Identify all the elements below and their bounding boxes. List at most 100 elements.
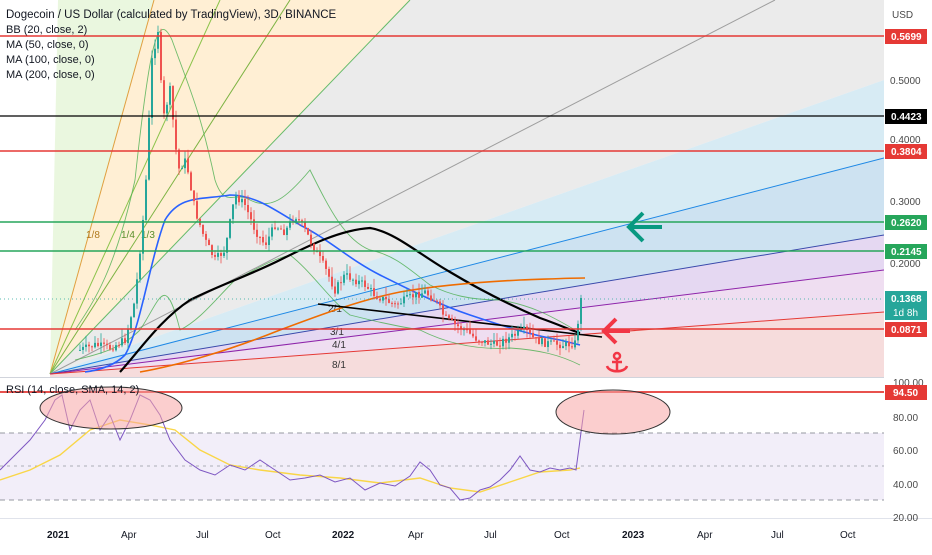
candle-body — [310, 234, 312, 244]
candle-body — [82, 346, 84, 350]
candle-body — [256, 229, 258, 237]
candle-body — [421, 293, 423, 298]
indicator-ma-50[interactable]: MA (50, close, 0) — [6, 39, 89, 51]
candle-body — [451, 317, 453, 320]
candle-body — [127, 328, 129, 344]
candle-body — [118, 345, 120, 347]
candle-body — [178, 149, 180, 169]
candle-body — [193, 190, 195, 202]
candle-body — [262, 237, 264, 243]
green-arrow-icon — [626, 211, 662, 243]
candle-body — [373, 288, 375, 297]
candle-body — [220, 253, 222, 256]
candle-body — [175, 119, 177, 150]
candle-body — [280, 228, 282, 230]
candle-body — [208, 239, 210, 246]
candle-body — [505, 338, 507, 343]
price-label: 0.3804 — [891, 147, 922, 158]
candle-body — [112, 349, 114, 351]
candle-body — [439, 301, 441, 306]
rsi-axis[interactable]: 100.00 80.00 60.00 40.00 20.00 94.50 — [885, 378, 927, 524]
candle-body — [394, 303, 396, 305]
candle-body — [550, 340, 552, 342]
candle-body — [502, 338, 504, 347]
candle-body — [145, 179, 147, 220]
candle-body — [541, 338, 543, 345]
indicator-ma-100[interactable]: MA (100, close, 0) — [6, 54, 95, 66]
candle-body — [499, 345, 501, 347]
time-tick: 2022 — [332, 530, 355, 541]
rsi-tick: 80.00 — [893, 413, 918, 424]
candle-body — [574, 340, 576, 348]
candle-body — [214, 254, 216, 257]
candle-body — [358, 280, 360, 285]
price-axis[interactable]: USD 0.5000 0.4000 0.3000 0.2000 — [890, 10, 921, 270]
candle-body — [115, 345, 117, 351]
candle-body — [508, 337, 510, 343]
candle-body — [154, 48, 156, 59]
candle-body — [334, 286, 336, 294]
countdown-label: 1d 8h — [893, 308, 918, 319]
candle-body — [106, 343, 108, 345]
candle-body — [529, 329, 531, 333]
ma-100-line — [119, 226, 581, 373]
candle-body — [274, 227, 276, 229]
candle-body — [460, 326, 462, 330]
price-label: 0.2145 — [891, 247, 922, 258]
candle-body — [232, 204, 234, 220]
time-tick: Jul — [771, 530, 784, 541]
rsi-level-label: 94.50 — [893, 388, 918, 399]
time-axis[interactable]: 2021 Apr Jul Oct 2022 Apr Jul Oct 2023 A… — [47, 530, 856, 541]
candle-body — [211, 245, 213, 255]
chart-title[interactable]: Dogecoin / US Dollar (calculated by Trad… — [6, 9, 337, 21]
candle-body — [400, 303, 402, 305]
candle-body — [523, 326, 525, 329]
rsi-overbought-ellipse-1 — [39, 386, 183, 430]
candle-body — [142, 219, 144, 254]
candle-body — [133, 303, 135, 318]
candle-body — [406, 295, 408, 297]
candle-body — [493, 340, 495, 344]
candle-body — [226, 237, 228, 253]
candle-body — [559, 344, 561, 349]
candle-body — [184, 158, 186, 169]
candle-body — [496, 340, 498, 346]
candle-body — [94, 342, 96, 348]
candle-body — [190, 172, 192, 191]
candle-body — [235, 195, 237, 205]
candle-body — [268, 236, 270, 246]
time-tick: Jul — [484, 530, 497, 541]
rsi-legend[interactable]: RSI (14, close, SMA, 14, 2) — [6, 384, 140, 396]
trend-line-black — [317, 303, 603, 338]
candle-body — [124, 338, 126, 344]
indicator-bb[interactable]: BB (20, close, 2) — [6, 24, 88, 36]
candle-body — [307, 228, 309, 235]
currency-label: USD — [892, 10, 913, 21]
candle-body — [277, 228, 279, 230]
annotations — [601, 211, 662, 373]
candle-body — [481, 341, 483, 343]
rsi-tick: 100.00 — [893, 378, 924, 389]
ma-50-line — [84, 194, 581, 373]
candle-body — [391, 302, 393, 304]
time-tick: Apr — [121, 530, 137, 541]
candle-body — [436, 300, 438, 302]
candle-body — [427, 290, 429, 296]
candle-body — [415, 292, 417, 298]
candle-body — [532, 332, 534, 338]
candle-body — [355, 279, 357, 285]
candle-body — [370, 288, 372, 290]
candle-body — [367, 286, 369, 289]
candle-body — [304, 222, 306, 229]
fan-label-1-8: 1/8 — [86, 230, 100, 241]
rsi-tick: 40.00 — [893, 480, 918, 491]
candle-body — [238, 195, 240, 203]
time-tick: Jul — [196, 530, 209, 541]
candle-body — [259, 236, 261, 238]
candle-body — [478, 340, 480, 342]
candle-body — [286, 227, 288, 235]
indicator-ma-200[interactable]: MA (200, close, 0) — [6, 69, 95, 81]
candle-body — [568, 341, 570, 347]
